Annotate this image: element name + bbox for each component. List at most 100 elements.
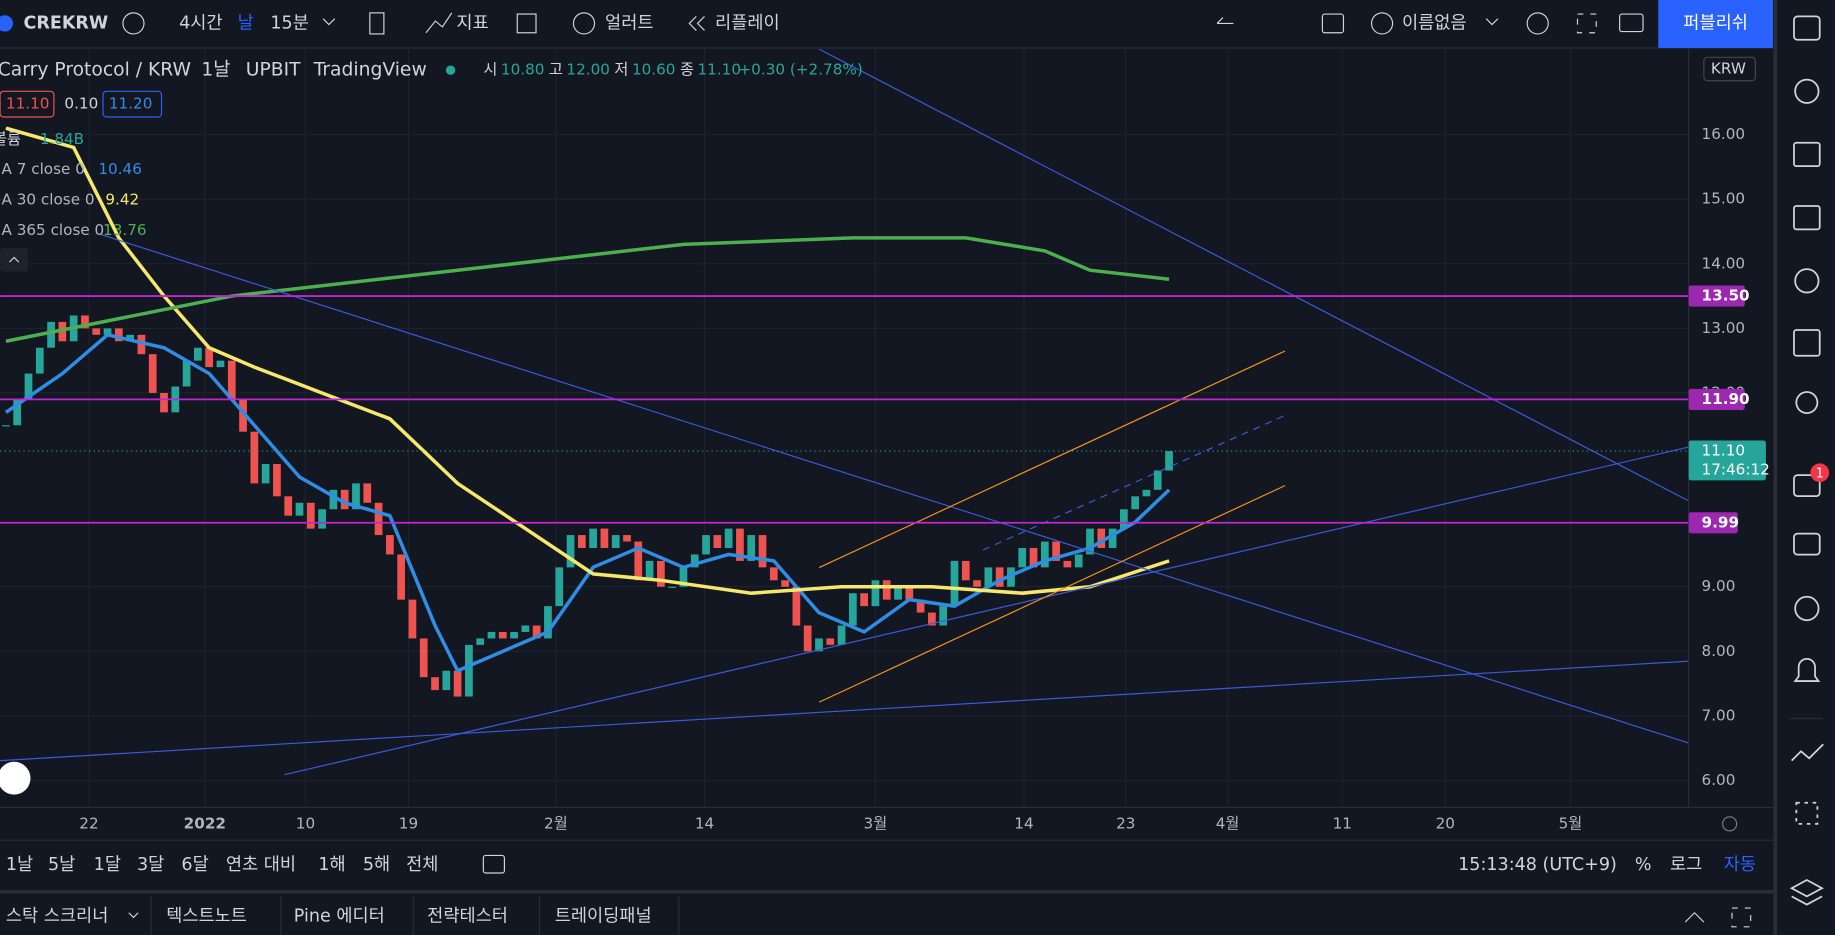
tab[interactable]: 트레이딩패널 xyxy=(555,906,652,926)
candle xyxy=(984,567,993,587)
collapse-button[interactable] xyxy=(0,248,29,272)
alerts[interactable] xyxy=(1794,78,1820,104)
auto[interactable]: 자동 xyxy=(1724,855,1756,875)
publish[interactable]: 퍼블리쉬 xyxy=(1683,13,1748,33)
object-tree[interactable] xyxy=(1795,801,1819,825)
hotlist[interactable] xyxy=(1794,268,1820,294)
x-tick-label: 10 xyxy=(296,814,315,832)
x-tick-label: 11 xyxy=(1333,814,1352,832)
range-button[interactable]: 6달 xyxy=(181,855,208,875)
ma-name: MA 365 close 0 xyxy=(0,221,104,239)
chevron[interactable] xyxy=(128,912,139,919)
screenshot-icon[interactable] xyxy=(1619,13,1644,33)
candle xyxy=(939,606,948,626)
cloud-icon[interactable] xyxy=(1370,12,1394,35)
replay[interactable]: 리플레이 xyxy=(715,13,780,33)
ideas[interactable] xyxy=(1795,391,1819,414)
channel-line xyxy=(818,485,1286,703)
range-button[interactable]: 5날 xyxy=(48,855,75,875)
range-button[interactable]: 1해 xyxy=(318,855,345,875)
x-tick-label: 2월 xyxy=(544,814,568,832)
settings-icon[interactable] xyxy=(1526,12,1549,35)
streams[interactable] xyxy=(1794,595,1820,622)
calendar[interactable] xyxy=(1793,329,1821,357)
undo[interactable] xyxy=(1216,17,1234,24)
range-button[interactable]: 1달 xyxy=(94,855,121,875)
range-button[interactable]: 연초 대비 xyxy=(226,855,296,875)
layout-name[interactable]: 이름없음 xyxy=(1402,13,1467,33)
candle xyxy=(1086,528,1094,555)
x-tick-label: 14 xyxy=(695,814,714,832)
data-window[interactable] xyxy=(1793,205,1821,231)
candle xyxy=(306,502,315,529)
layout-icon[interactable] xyxy=(1321,13,1345,34)
add-icon[interactable] xyxy=(122,12,145,35)
interval[interactable]: 4시간 xyxy=(179,13,222,33)
notifications[interactable] xyxy=(1793,658,1821,682)
candle xyxy=(385,535,394,555)
tab[interactable]: 스탁 스크리너 xyxy=(6,906,108,926)
goto-date[interactable] xyxy=(482,854,505,874)
axis-settings[interactable] xyxy=(1722,816,1738,832)
clock: 15:13:48 (UTC+9) xyxy=(1458,855,1617,875)
publish-button[interactable] xyxy=(1658,0,1773,48)
candle xyxy=(419,638,428,678)
candle xyxy=(1063,560,1072,568)
chart-type-icon[interactable] xyxy=(369,12,385,35)
messages[interactable] xyxy=(1793,532,1821,556)
candle xyxy=(1165,451,1173,471)
templates-icon[interactable] xyxy=(516,13,537,34)
expand[interactable] xyxy=(1684,911,1705,923)
level-label: 13.50 xyxy=(1702,287,1750,305)
range-button[interactable]: 1날 xyxy=(6,855,33,875)
candle xyxy=(1018,547,1027,568)
range-button[interactable]: 전체 xyxy=(406,855,438,875)
tab[interactable]: Pine 에디터 xyxy=(294,906,385,926)
channel-line xyxy=(818,350,1286,569)
candle xyxy=(690,554,699,568)
interval[interactable]: 15분 xyxy=(270,13,308,33)
ma-line xyxy=(5,126,1170,595)
news[interactable] xyxy=(1793,141,1821,168)
countdown: 17:46:12 xyxy=(1702,460,1770,478)
watchlist[interactable] xyxy=(1793,15,1821,41)
range-button[interactable]: 3달 xyxy=(137,855,164,875)
ohlc: 시 10.80 고 12.00 저 10.60 종 11.10+0.30 (+2.78%) xyxy=(483,61,862,79)
x-tick-label: 19 xyxy=(399,814,418,832)
tab[interactable]: 전략테스터 xyxy=(427,906,508,926)
chevron[interactable] xyxy=(322,18,336,26)
currency[interactable]: KRW xyxy=(1711,60,1746,78)
percent[interactable]: % xyxy=(1635,855,1652,875)
ohlc-key: 저 xyxy=(614,61,628,79)
range-button[interactable]: 5해 xyxy=(363,855,390,875)
alert-icon[interactable] xyxy=(572,12,596,35)
candle xyxy=(352,483,360,510)
indicator-icon[interactable] xyxy=(425,12,453,34)
legend-source: TradingView xyxy=(313,60,427,81)
level-tag xyxy=(1688,388,1745,410)
candle xyxy=(724,528,733,548)
ma-name: MA 30 close 0 xyxy=(0,191,95,209)
currency-box[interactable] xyxy=(1703,56,1756,82)
level-label: 11.90 xyxy=(1702,390,1750,408)
ask-box xyxy=(102,90,163,118)
candle xyxy=(329,489,338,510)
collapse-icon[interactable] xyxy=(9,256,20,263)
chevron[interactable] xyxy=(1485,18,1499,26)
log[interactable]: 로그 xyxy=(1670,855,1702,875)
y-tick-label: 13.00 xyxy=(1702,319,1746,337)
alert[interactable]: 얼러트 xyxy=(605,13,653,33)
candle xyxy=(103,328,112,335)
replay-icon[interactable] xyxy=(688,15,705,31)
chats[interactable] xyxy=(1793,474,1821,498)
interval[interactable]: 날 xyxy=(238,13,254,33)
trading[interactable] xyxy=(1791,743,1824,762)
volume-name: 볼륨 xyxy=(0,130,21,148)
candle xyxy=(995,567,1004,587)
tab[interactable]: 텍스트노트 xyxy=(166,906,247,926)
symbol[interactable]: CREKRW xyxy=(23,13,108,33)
fullscreen-icon[interactable] xyxy=(1576,13,1597,34)
indicators[interactable]: 지표 xyxy=(456,13,488,33)
layers[interactable] xyxy=(1789,879,1824,906)
maximize[interactable] xyxy=(1731,907,1752,928)
